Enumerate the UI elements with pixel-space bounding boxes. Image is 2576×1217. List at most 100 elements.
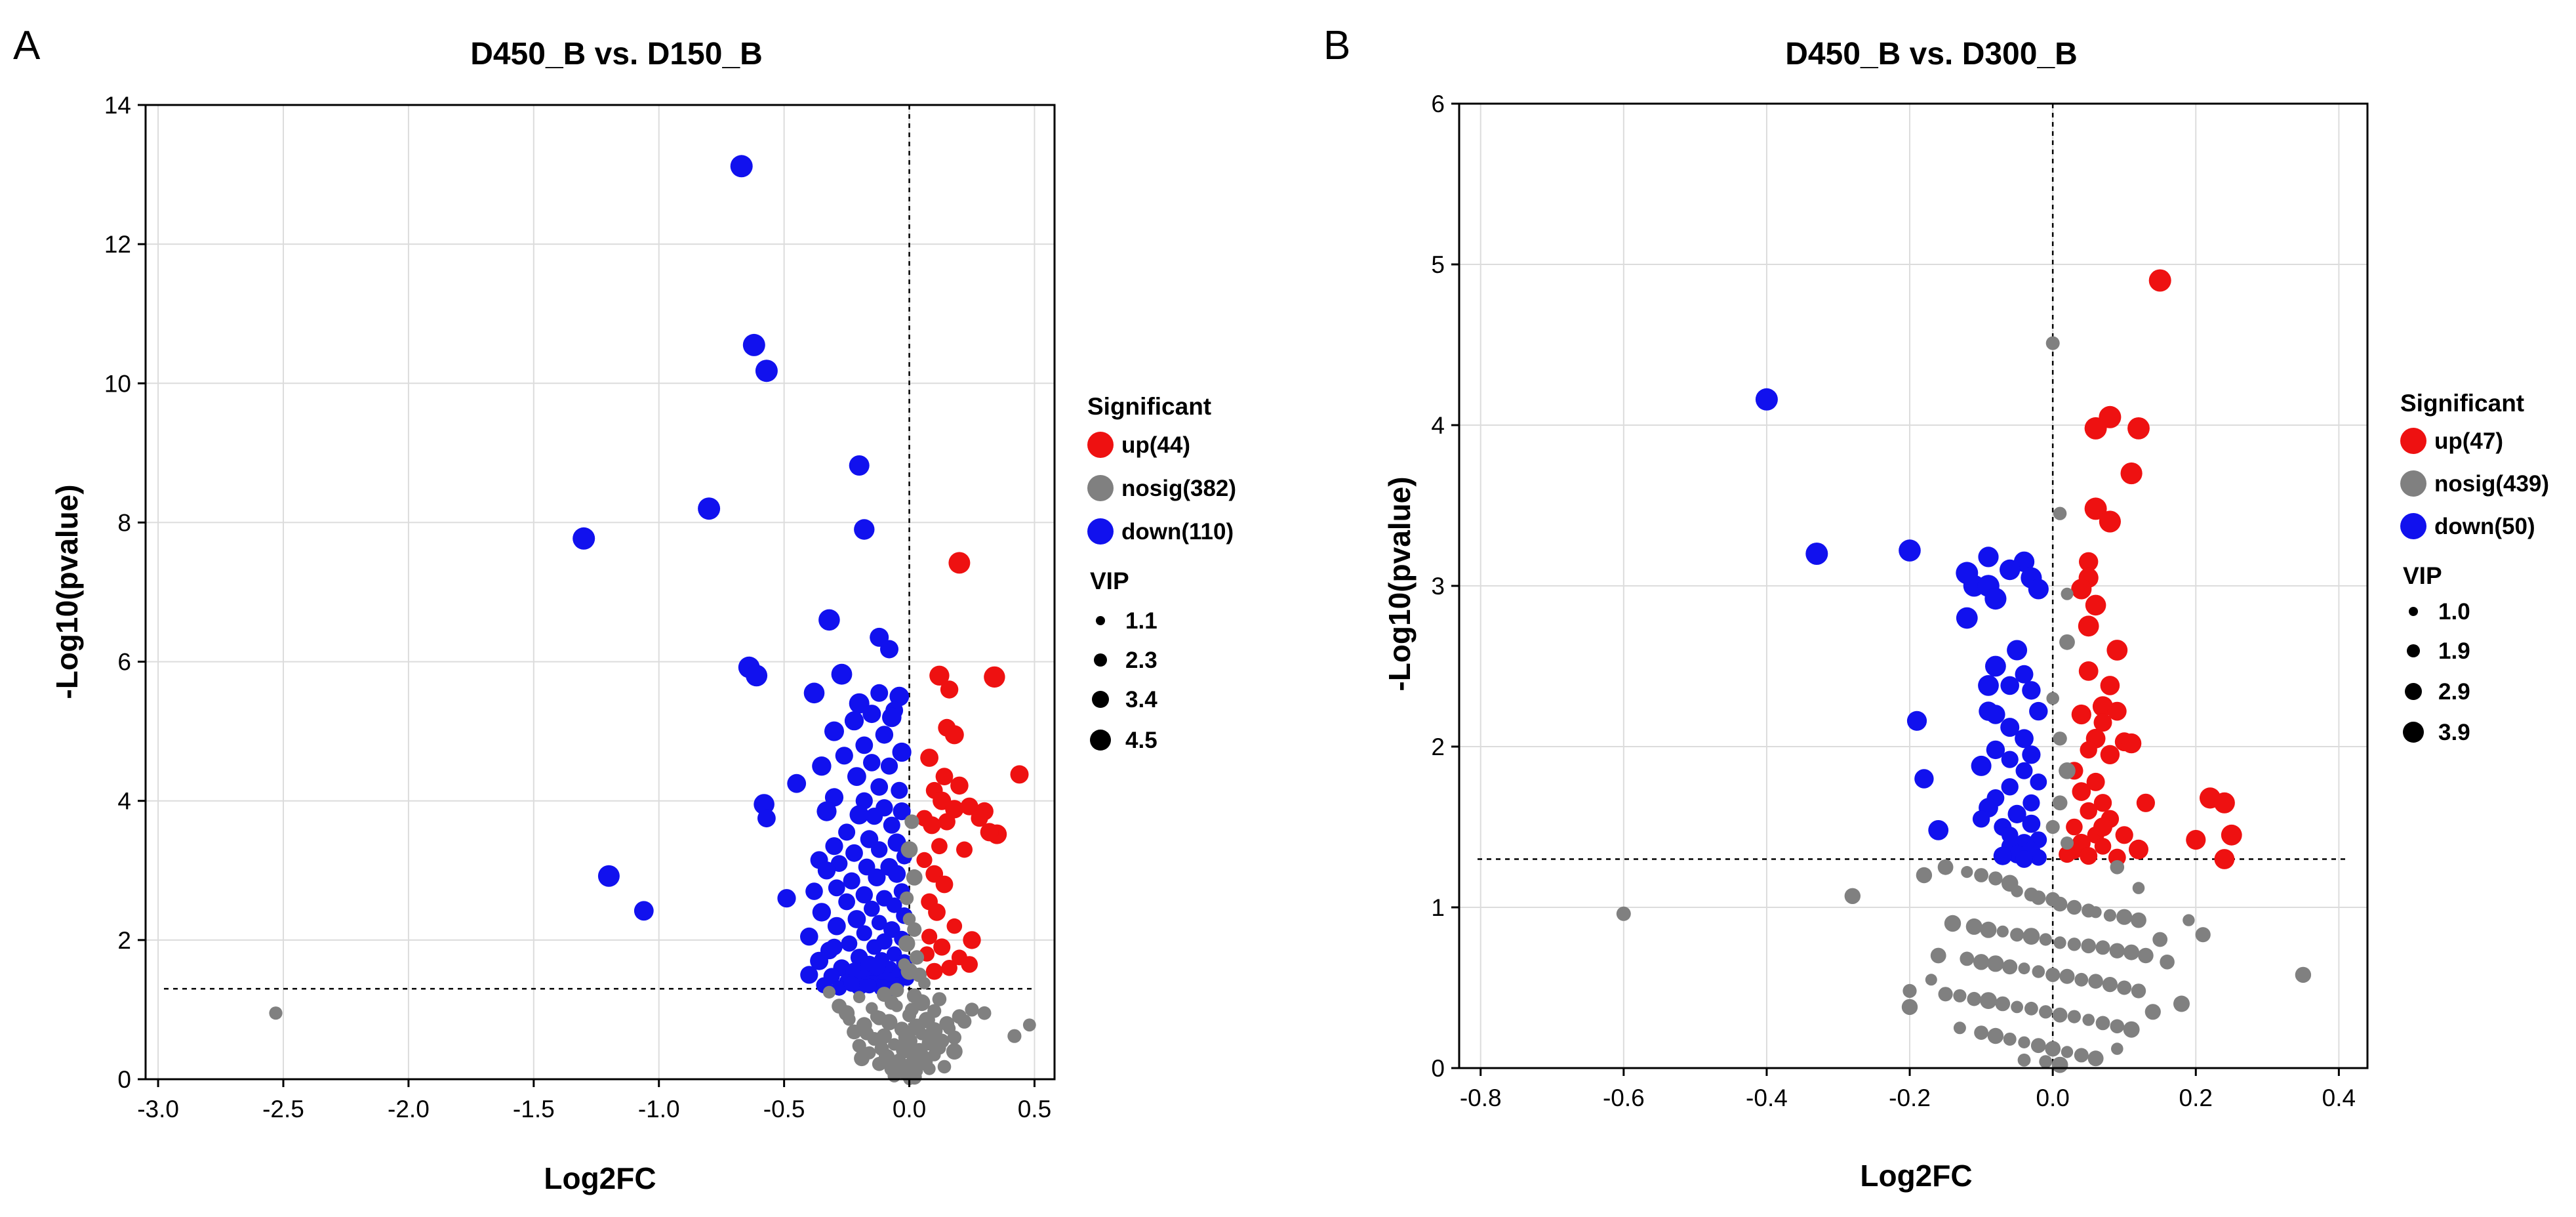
- point-down-22: [2000, 718, 2020, 737]
- point-nosig-55: [859, 1026, 874, 1041]
- x-tick-label-6: 0.0: [893, 1096, 926, 1123]
- point-down-37: [893, 802, 911, 821]
- point-nosig-79: [870, 1010, 883, 1023]
- point-down-43: [838, 823, 856, 841]
- point-down-18: [862, 705, 881, 724]
- x-tick-label-6: 0.4: [2322, 1084, 2356, 1111]
- point-nosig-9: [1901, 999, 1918, 1016]
- point-nosig-71: [2039, 1005, 2053, 1019]
- point-nosig-58: [2059, 968, 2075, 984]
- y-axis-label-a: -Log10(pvalue): [50, 484, 84, 699]
- y-tick-label-4: 4: [1431, 412, 1445, 439]
- point-nosig-62: [2117, 980, 2132, 995]
- point-nosig-60: [965, 1002, 979, 1017]
- vip-label-2-a: 2.3: [1125, 648, 1157, 673]
- point-down-2: [1899, 539, 1921, 562]
- point-nosig-15: [2046, 691, 2059, 705]
- point-down-30: [2001, 778, 2019, 796]
- point-down-4: [698, 497, 721, 520]
- point-down-32: [2030, 774, 2047, 791]
- y-tick-label-4: 8: [117, 509, 131, 536]
- point-nosig-36: [2131, 912, 2146, 928]
- x-axis-label-b: Log2FC: [1860, 1159, 1972, 1193]
- point-nosig-11: [2045, 336, 2060, 350]
- point-nosig-1: [1022, 1018, 1036, 1032]
- point-nosig-75: [2095, 1016, 2110, 1031]
- point-nosig-37: [1944, 915, 1962, 932]
- point-down-0: [1755, 388, 1778, 411]
- axis-ticks-b: -0.8 -0.6 -0.4 -0.2 0.0 0.2 0.4 0 1 2 3 4 5 6: [1431, 91, 2356, 1111]
- point-nosig-69: [902, 913, 916, 926]
- point-down-13: [2007, 640, 2028, 661]
- point-nosig-28: [2031, 890, 2046, 905]
- point-up-30: [963, 931, 981, 949]
- point-up-7: [2079, 552, 2099, 571]
- point-down-24: [1906, 711, 1927, 731]
- point-down-13: [803, 682, 825, 704]
- point-down-58: [597, 865, 620, 887]
- point-down-12: [831, 663, 853, 685]
- point-nosig-66: [1967, 991, 1981, 1006]
- point-nosig-62: [904, 1002, 919, 1017]
- point-down-11: [1984, 588, 2007, 610]
- point-up-18: [938, 813, 956, 831]
- point-nosig-63: [2131, 983, 2146, 999]
- point-up-3: [2127, 417, 2150, 440]
- point-nosig-68: [1995, 996, 2011, 1012]
- point-up-11: [2078, 615, 2099, 637]
- point-up-28: [2136, 793, 2155, 812]
- point-nosig-30: [2052, 896, 2068, 912]
- x-tick-label-7: 0.5: [1018, 1096, 1051, 1123]
- point-down-59: [828, 879, 845, 897]
- point-nosig-92: [2152, 932, 2168, 947]
- data-points-a: [269, 155, 1036, 1085]
- point-down-9: [880, 640, 898, 659]
- point-up-27: [2093, 794, 2112, 812]
- point-nosig-78: [935, 1033, 950, 1048]
- legend-marker-down-b: [2400, 513, 2426, 539]
- point-down-38: [816, 801, 837, 821]
- point-down-21: [844, 711, 864, 731]
- point-nosig-80: [2003, 1032, 2017, 1046]
- point-down-39: [849, 805, 869, 825]
- point-nosig-24: [847, 1024, 862, 1040]
- point-down-67: [864, 900, 880, 917]
- point-down-61: [805, 882, 823, 900]
- point-nosig-18: [2052, 795, 2068, 811]
- point-nosig-70: [907, 922, 922, 937]
- y-tick-label-1: 1: [1431, 894, 1445, 921]
- point-up-36: [2186, 830, 2206, 850]
- vip-marker-3-b: [2405, 683, 2422, 700]
- point-down-34: [2023, 794, 2040, 812]
- point-nosig-93: [1930, 947, 1946, 964]
- legend-title-vip-b: VIP: [2403, 562, 2442, 589]
- point-up-35: [2115, 826, 2133, 844]
- point-down-23: [2015, 729, 2034, 749]
- point-nosig-20: [2061, 836, 2074, 850]
- point-up-16: [2071, 704, 2091, 725]
- x-tick-label-3: -0.2: [1889, 1084, 1931, 1111]
- point-up-35: [925, 962, 943, 980]
- point-nosig-39: [1980, 921, 1997, 938]
- point-nosig-60: [2088, 974, 2103, 989]
- point-down-31: [870, 778, 889, 796]
- point-down-38: [2022, 814, 2041, 833]
- point-nosig-7: [2111, 1042, 2123, 1055]
- point-up-13: [960, 797, 978, 815]
- point-nosig-52: [1973, 954, 1990, 970]
- point-down-68: [634, 901, 654, 921]
- point-nosig-38: [1965, 918, 1982, 935]
- point-nosig-67: [906, 869, 923, 886]
- vip-label-2-b: 1.9: [2438, 638, 2470, 664]
- vip-label-1-b: 1.0: [2438, 599, 2470, 625]
- point-nosig-4: [822, 985, 835, 999]
- point-nosig-63: [898, 1029, 916, 1046]
- point-down-22: [875, 726, 894, 744]
- point-nosig-0: [1616, 906, 1631, 921]
- legend-title-significant-a: Significant: [1087, 393, 1211, 420]
- point-nosig-64: [1938, 987, 1953, 1002]
- point-down-71: [847, 910, 866, 928]
- point-nosig-34: [2103, 909, 2116, 922]
- point-nosig-17: [2059, 762, 2076, 779]
- panel-letter-b: B: [1323, 23, 1350, 68]
